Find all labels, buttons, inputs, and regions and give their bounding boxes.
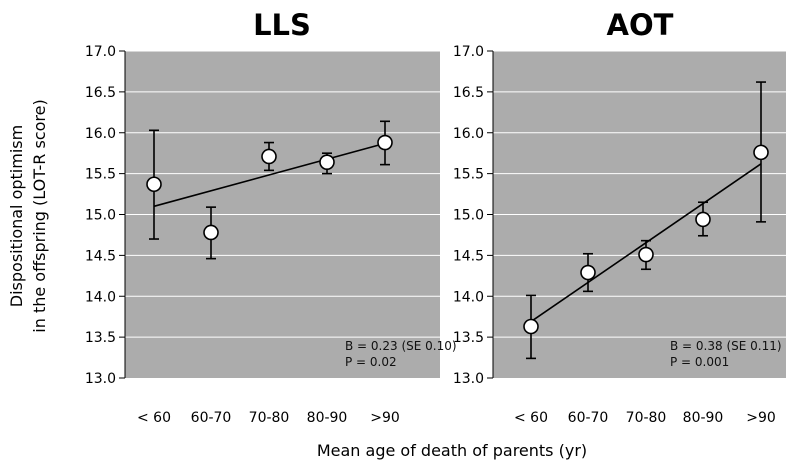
y-tick-label: 16.0 (85, 126, 116, 142)
stats-p-value: P = 0.02 (345, 355, 397, 369)
y-tick-label: 14.5 (85, 248, 116, 264)
y-tick-label: 15.0 (453, 208, 484, 224)
y-tick-label: 15.0 (85, 208, 116, 224)
y-tick-label: 14.0 (85, 289, 116, 305)
data-point (146, 176, 162, 193)
stats-coefficient: B = 0.23 (SE 0.10) (345, 339, 457, 353)
x-tick-label: < 60 (514, 410, 548, 426)
x-tick-label: 70-80 (249, 410, 290, 426)
y-tick-label: 16.0 (453, 126, 484, 142)
panel-lls: 13.0 13.5 14.0 14.5 15.0 15.5 16.0 16.5 17.0 LLS <… (85, 8, 457, 426)
data-point (523, 318, 539, 335)
data-point (695, 211, 711, 228)
y-tick-label: 16.5 (453, 85, 484, 101)
panel-title: AOT (607, 8, 674, 42)
y-tick-label: 17.0 (453, 44, 484, 60)
y-tick-label: 14.5 (453, 248, 484, 264)
data-point (753, 144, 769, 161)
x-tick-label: < 60 (137, 410, 171, 426)
panel-title: LLS (253, 8, 311, 42)
y-tick-label: 13.5 (453, 330, 484, 346)
stats-coefficient: B = 0.38 (SE 0.11) (670, 339, 782, 353)
x-tick-label: 80-90 (683, 410, 724, 426)
y-tick-label: 13.0 (453, 371, 484, 387)
data-point (203, 224, 219, 241)
data-point (319, 154, 335, 170)
y-tick-label: 13.0 (85, 371, 116, 387)
data-point (638, 246, 654, 263)
y-tick-label: 15.5 (453, 167, 484, 183)
x-tick-label: 60-70 (191, 410, 232, 426)
x-tick-label: >90 (370, 410, 400, 426)
y-tick-label: 15.5 (85, 167, 116, 183)
y-tick-label: 17.0 (85, 44, 116, 60)
y-tick-label: 13.5 (85, 330, 116, 346)
x-tick-label: 70-80 (626, 410, 667, 426)
regression-line (153, 142, 386, 208)
x-tick-label: 80-90 (307, 410, 348, 426)
y-tick-label: 14.0 (453, 289, 484, 305)
y-axis-label-line1: Dispositional optimism (7, 125, 26, 307)
x-tick-label: >90 (746, 410, 776, 426)
y-tick-label: 16.5 (85, 85, 116, 101)
x-axis-label: Mean age of death of parents (yr) (317, 441, 587, 460)
data-point (377, 134, 393, 151)
data-point (580, 264, 596, 281)
y-axis-label-line2: in the offspring (LOT-R score) (30, 99, 49, 332)
x-tick-label: 60-70 (568, 410, 609, 426)
stats-p-value: P = 0.001 (670, 355, 729, 369)
panel-aot: 13.0 13.5 14.0 14.5 15.0 15.5 16.0 16.5 17.0 AOT <… (453, 8, 786, 426)
data-point (261, 148, 277, 165)
